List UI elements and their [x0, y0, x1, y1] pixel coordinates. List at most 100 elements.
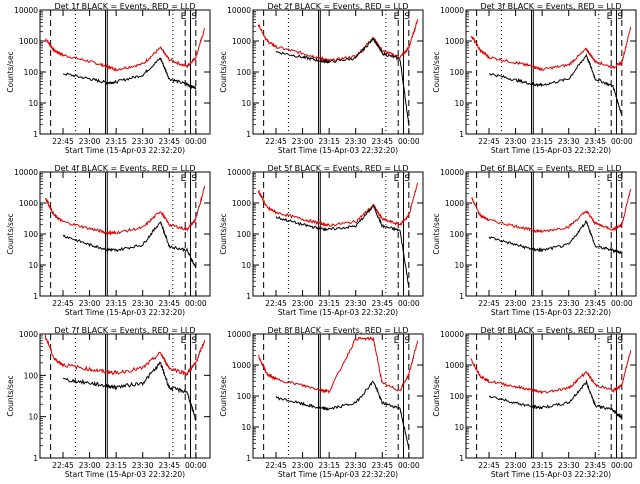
- x-tick-label: 23:00: [505, 137, 527, 146]
- x-tick-label: 23:15: [531, 299, 553, 308]
- y-tick-label: 10: [241, 261, 251, 270]
- panel-title: Det 1f BLACK = Events, RED = LLD: [54, 2, 195, 11]
- detector-panel-3: Det 3f BLACK = Events, RED = LLD 1 10 100 10…: [432, 2, 637, 155]
- detector-panel-1: Det 1f BLACK = Events, RED = LLD 1 10 100 10…: [6, 2, 211, 155]
- lld-series-line: [44, 186, 206, 236]
- marker-E: E: [607, 12, 613, 22]
- x-axis-label: Start Time (15-Apr-03 22:32:20): [278, 308, 398, 317]
- x-tick-label: 00:00: [611, 299, 633, 308]
- marker-S: S: [617, 336, 623, 346]
- y-tick-label: 100: [450, 230, 465, 239]
- y-tick-label: 1: [246, 292, 251, 301]
- detector-panel-4: Det 4f BLACK = Events, RED = LLD 1 10 100 10…: [6, 164, 211, 317]
- x-tick-label: 22:45: [265, 299, 287, 308]
- x-tick-label: 23:30: [345, 461, 367, 470]
- x-tick-label: 23:00: [292, 137, 314, 146]
- x-tick-label: 23:45: [371, 137, 393, 146]
- x-tick-label: 23:30: [558, 137, 580, 146]
- y-tick-label: 10: [28, 413, 38, 422]
- y-axis-label: Counts/sec: [432, 51, 441, 92]
- x-tick-label: 23:15: [105, 461, 127, 470]
- lld-series-line: [258, 336, 419, 395]
- plot-frame: [39, 333, 211, 459]
- y-axis-label: Counts/sec: [6, 213, 15, 254]
- panel-title: Det 6f BLACK = Events, RED = LLD: [480, 164, 621, 173]
- x-tick-label: 23:15: [531, 461, 553, 470]
- marker-E: E: [181, 336, 187, 346]
- x-tick-label: 23:45: [158, 461, 180, 470]
- x-tick-label: 23:00: [79, 137, 101, 146]
- plot-frame: [39, 171, 211, 297]
- x-tick-label: 22:45: [265, 137, 287, 146]
- x-axis-label: Start Time (15-Apr-03 22:32:20): [278, 470, 398, 479]
- y-tick-label: 1000: [232, 37, 251, 46]
- y-tick-label: 100: [450, 392, 465, 401]
- x-tick-label: 23:45: [158, 137, 180, 146]
- x-tick-label: 23:30: [132, 299, 154, 308]
- x-axis-label: Start Time (15-Apr-03 22:32:20): [65, 308, 185, 317]
- x-tick-label: 00:00: [398, 461, 420, 470]
- x-tick-label: 23:30: [345, 137, 367, 146]
- marker-E: E: [607, 174, 613, 184]
- events-series-line: [62, 57, 197, 90]
- lld-series-line: [470, 350, 632, 394]
- y-tick-label: 10000: [227, 168, 251, 177]
- x-tick-label: 22:45: [478, 137, 500, 146]
- y-tick-label: 10: [454, 99, 464, 108]
- y-tick-label: 10000: [440, 330, 464, 339]
- y-axis-label: Counts/sec: [432, 213, 441, 254]
- y-tick-label: 100: [237, 68, 252, 77]
- x-tick-label: 00:00: [185, 461, 207, 470]
- x-tick-label: 23:30: [558, 299, 580, 308]
- detector-panel-9: Det 9f BLACK = Events, RED = LLD 1 10 100 10…: [432, 326, 637, 479]
- x-axis-label: Start Time (15-Apr-03 22:32:20): [491, 470, 611, 479]
- x-axis-label: Start Time (15-Apr-03 22:32:20): [491, 146, 611, 155]
- marker-E: E: [394, 174, 400, 184]
- x-tick-label: 23:15: [531, 137, 553, 146]
- y-tick-label: 1000: [232, 199, 251, 208]
- y-axis-label: Counts/sec: [6, 375, 15, 416]
- x-axis-label: Start Time (15-Apr-03 22:32:20): [278, 146, 398, 155]
- x-tick-label: 23:30: [345, 299, 367, 308]
- y-tick-label: 100: [237, 392, 252, 401]
- plot-frame: [252, 9, 424, 135]
- panel-title: Det 9f BLACK = Events, RED = LLD: [480, 326, 621, 335]
- y-axis-label: Counts/sec: [219, 213, 228, 254]
- y-tick-label: 100: [237, 230, 252, 239]
- marker-S: S: [404, 336, 410, 346]
- y-tick-label: 100: [24, 371, 39, 380]
- marker-S: S: [191, 174, 197, 184]
- y-tick-label: 1: [246, 454, 251, 463]
- x-tick-label: 00:00: [185, 137, 207, 146]
- marker-S: S: [191, 12, 197, 22]
- panel-title: Det 2f BLACK = Events, RED = LLD: [267, 2, 408, 11]
- y-tick-label: 1000: [445, 199, 464, 208]
- events-series-line: [488, 220, 623, 254]
- x-tick-label: 23:15: [318, 137, 340, 146]
- events-series-line: [62, 361, 197, 421]
- plot-frame: [465, 171, 637, 297]
- marker-S: S: [404, 12, 410, 22]
- y-tick-label: 1: [246, 130, 251, 139]
- panel-title: Det 5f BLACK = Events, RED = LLD: [267, 164, 408, 173]
- y-tick-label: 1000: [445, 37, 464, 46]
- y-tick-label: 1000: [19, 199, 38, 208]
- x-axis-label: Start Time (15-Apr-03 22:32:20): [491, 308, 611, 317]
- events-series-line: [488, 379, 623, 419]
- x-tick-label: 23:00: [505, 299, 527, 308]
- panel-title: Det 8f BLACK = Events, RED = LLD: [267, 326, 408, 335]
- detector-panel-7: Det 7f BLACK = Events, RED = LLD 1 10 100 10…: [6, 326, 211, 479]
- x-tick-label: 22:45: [265, 461, 287, 470]
- x-tick-label: 23:00: [292, 461, 314, 470]
- events-series-line: [275, 36, 410, 125]
- y-tick-label: 1000: [19, 37, 38, 46]
- x-tick-label: 23:45: [371, 461, 393, 470]
- x-tick-label: 22:45: [52, 461, 74, 470]
- x-tick-label: 23:00: [79, 299, 101, 308]
- y-tick-label: 10000: [227, 330, 251, 339]
- y-axis-label: Counts/sec: [219, 51, 228, 92]
- x-tick-label: 23:30: [558, 461, 580, 470]
- lld-series-line: [45, 27, 205, 73]
